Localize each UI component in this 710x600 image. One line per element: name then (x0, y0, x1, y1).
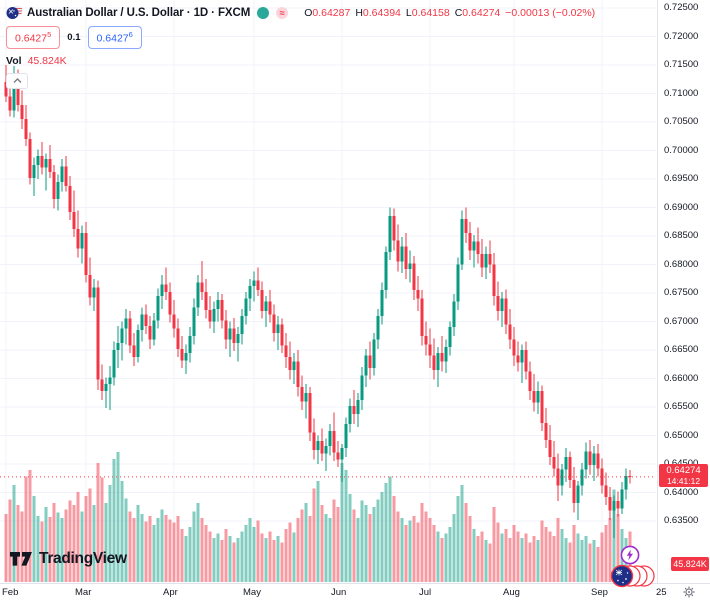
time-axis-label: Jul (419, 587, 432, 598)
price-axis-label: 0.64000 (664, 486, 699, 498)
time-scale[interactable]: 25 Feb Mar Apr May Jun Jul Aug Sep (0, 583, 710, 600)
low-label: L (405, 6, 412, 19)
close-value: 0.64274 (462, 6, 501, 19)
price-axis-label: 0.69500 (664, 173, 699, 184)
symbol-row: Australian Dollar / U.S. Dollar · 1D · F… (6, 5, 595, 20)
price-axis-label: 0.68500 (664, 230, 699, 241)
time-axis-label: Aug (503, 587, 520, 598)
price-axis-label: 0.71500 (664, 59, 699, 70)
current-price-value: 0.64274 (666, 464, 701, 476)
price-axis-label: 0.67500 (664, 287, 699, 298)
time-axis-label: May (243, 587, 261, 598)
high-label: H (355, 6, 363, 19)
time-axis-label: Sep (591, 587, 608, 598)
tradingview-logo-text: TradingView (39, 550, 127, 567)
lightning-button[interactable] (620, 545, 640, 570)
price-axis-label: 0.69000 (664, 201, 699, 213)
symbol-flag-icon (6, 5, 23, 20)
current-price-badge: 0.64274 14:41:12 (659, 463, 708, 487)
high-value: 0.64394 (362, 6, 401, 19)
price-axis-label: 0.64500 (664, 458, 698, 470)
ohlc-readout: O0.64287 H0.64394 L0.64158 C0.64274 −0.0… (304, 7, 595, 19)
collapse-pane-button[interactable] (6, 73, 28, 89)
price-axis-label: 0.63500 (664, 515, 699, 526)
price-axis-label: 0.72000 (664, 30, 699, 42)
time-axis-label: Feb (2, 587, 19, 598)
australia-flag-icon (610, 564, 634, 588)
price-axis-label: 0.65500 (664, 401, 699, 412)
change-value: −0.00013 (−0.02%) (505, 6, 596, 19)
open-value: 0.64287 (312, 6, 351, 19)
sell-button[interactable]: 0.64275 (6, 26, 61, 49)
price-axis-label: 0.68000 (664, 258, 699, 270)
flag-ripple-icon[interactable] (609, 563, 655, 594)
quotes-toggle-icon[interactable]: ≈ (276, 6, 289, 19)
bar-countdown: 14:41:12 (666, 475, 701, 486)
price-scale[interactable]: 0.64274 14:41:12 45.824K 0.72500 0.72000 0… (657, 0, 710, 583)
time-axis-label: Apr (163, 587, 178, 598)
price-axis-label: 0.66500 (664, 344, 699, 355)
symbol-title[interactable]: Australian Dollar / U.S. Dollar · 1D · F… (27, 6, 251, 19)
price-axis-label: 0.65000 (664, 429, 699, 441)
time-axis-label: Mar (75, 587, 92, 598)
open-label: O (304, 6, 313, 19)
gear-icon[interactable] (683, 586, 695, 598)
price-axis-label: 0.70500 (664, 116, 699, 127)
tradingview-logo[interactable]: TradingView (10, 550, 127, 568)
buy-button[interactable]: 0.64276 (87, 26, 142, 49)
spread-value: 0.1 (67, 32, 81, 43)
price-axis-label: 0.72500 (664, 2, 699, 13)
market-status-icon[interactable] (257, 6, 270, 19)
low-value: 0.64158 (411, 6, 450, 19)
volume-current-value: 45.824K (27, 55, 67, 67)
time-axis-label: Jun (331, 587, 347, 598)
volume-value-badge: 45.824K (671, 557, 709, 571)
volume-label: Vol (6, 55, 22, 67)
tradingview-logo-icon (10, 552, 32, 566)
volume-row: Vol 45.824K (6, 55, 595, 67)
time-axis-label-25: 25 (656, 587, 667, 598)
close-label: C (454, 6, 463, 19)
price-axis-label: 0.67000 (664, 315, 699, 327)
bid-ask-row: 0.64275 0.1 0.64276 (6, 26, 595, 49)
price-axis-label: 0.70000 (664, 144, 699, 156)
chevron-up-icon (13, 78, 21, 83)
lightning-bolt-icon (626, 549, 633, 561)
chart-legend: Australian Dollar / U.S. Dollar · 1D · F… (6, 5, 595, 89)
price-axis-label: 0.66000 (664, 372, 699, 384)
candlestick-chart-canvas[interactable] (0, 0, 657, 583)
price-axis-label: 0.71000 (664, 87, 699, 99)
